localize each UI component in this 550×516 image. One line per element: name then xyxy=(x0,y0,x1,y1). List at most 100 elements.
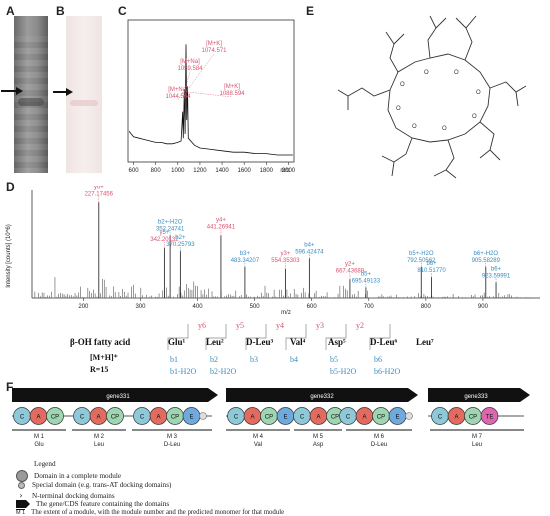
module-name: M 7 xyxy=(472,434,483,440)
panel-label-e: E xyxy=(306,4,315,18)
b-ion-label: b6+ xyxy=(491,266,502,272)
domain-label: C xyxy=(346,415,351,421)
maldi-tick-label: 2000 xyxy=(282,168,296,174)
msms-tick-label: 400 xyxy=(193,304,204,310)
module-name: M 6 xyxy=(374,434,385,440)
y-ion-label: y5+ xyxy=(160,230,170,236)
b-ion-value: 352.24741 xyxy=(156,227,185,233)
legend-item-3: › N-terminal docking domains xyxy=(16,491,115,500)
legend-title: Legend xyxy=(16,460,56,468)
residue-fatty-acid: β-OH fatty acid xyxy=(70,337,130,347)
b-ion-value: 792.50562 xyxy=(407,258,436,264)
b-ion-label: b3+ xyxy=(240,251,251,257)
domain-cp xyxy=(46,407,64,425)
legend-text-4: The gene/CDS feature containing the doma… xyxy=(36,500,170,508)
b-label-3: b3 xyxy=(250,355,258,364)
legend-text-1: Domain in a complete module xyxy=(34,472,122,480)
y-label-3: y4 xyxy=(276,321,284,330)
b-label-5: b5 xyxy=(330,355,338,364)
peak-label-3: [M+Na] xyxy=(168,87,188,93)
msms-tick-label: 700 xyxy=(364,304,375,310)
y-ion-label: y2+ xyxy=(345,261,355,267)
y-ion-label: y6+ xyxy=(94,186,104,190)
peak-value-2: 1059.584 xyxy=(177,66,203,72)
b-label-4: b4 xyxy=(290,355,298,364)
msms-y-label: Intensity [counts] (10^6) xyxy=(6,224,12,288)
residue-7: Leu⁷ xyxy=(416,337,434,347)
module-name: M 4 xyxy=(253,434,264,440)
panel-label-b: B xyxy=(56,4,65,18)
b-ion-value: 810.51770 xyxy=(417,268,446,274)
legend-text-5: The extent of a module, with the module … xyxy=(31,509,285,516)
module-name: M 5 xyxy=(313,434,324,440)
domain-label: CP xyxy=(331,415,339,421)
domain-label: CP xyxy=(51,415,59,421)
maldi-tick-label: 1000 xyxy=(171,168,185,174)
residue-4: Val⁴ xyxy=(290,337,306,347)
maldi-tick-label: 1200 xyxy=(193,168,207,174)
legend-item-2: Special domain (e.g. trans-AT docking do… xyxy=(16,481,171,489)
domain-label: E xyxy=(395,415,399,421)
domain-label: A xyxy=(454,415,458,421)
gene-name-333: gene333 xyxy=(464,394,488,400)
legend-item-4: The gene/CDS feature containing the doma… xyxy=(16,500,169,508)
msms-noise-peaks xyxy=(34,277,534,298)
panel-label-f: F xyxy=(6,380,14,394)
maldi-tick-label: 1600 xyxy=(238,168,252,174)
b-ion-label: b2+ xyxy=(175,235,186,241)
module-monomer: Asp xyxy=(313,442,324,448)
module-monomer: Val xyxy=(254,442,262,448)
gel-band-a xyxy=(18,98,44,106)
y-ion-label: y3+ xyxy=(281,251,291,257)
structure-bonds xyxy=(337,15,527,179)
svg-text:O: O xyxy=(412,124,417,130)
svg-text:O: O xyxy=(396,106,401,112)
maldi-x-unit: m/z xyxy=(280,168,290,174)
module-monomer: Leu xyxy=(94,442,104,448)
peak-label-4: [M+K] xyxy=(224,84,240,90)
domain-label: A xyxy=(36,415,40,421)
tlc-spot-b xyxy=(70,100,98,106)
legend-text-3: N-terminal docking domains xyxy=(32,491,115,500)
legend-title-text: Legend xyxy=(34,460,56,468)
b-ion-label: b5+ xyxy=(361,272,372,278)
b-water-label-2: b2-H2O xyxy=(210,367,236,376)
residue-5: Asp⁵ xyxy=(328,337,346,347)
domain-label: CP xyxy=(171,415,179,421)
legend-gene-icon xyxy=(16,500,30,508)
domain-label: E xyxy=(283,415,287,421)
peak-leader xyxy=(184,71,191,93)
maldi-tick-label: 800 xyxy=(151,168,162,174)
domain-te xyxy=(480,407,499,425)
b-label-6: b6 xyxy=(374,355,382,364)
r-label: R=15 xyxy=(90,365,108,374)
module-name: M 1 xyxy=(34,434,45,440)
msms-spectrum: Intensity [counts] (10^6) y6+227.17456 y5… xyxy=(6,186,540,316)
legend-text-2: Special domain (e.g. trans-AT docking do… xyxy=(32,481,172,489)
panel-label-c: C xyxy=(118,4,127,18)
msms-tick-label: 200 xyxy=(78,304,89,310)
domain-cp xyxy=(106,407,124,425)
residue-6: D-Leu⁶ xyxy=(370,337,397,347)
msms-tick-label: 800 xyxy=(421,304,432,310)
maldi-frame xyxy=(127,19,295,163)
y-label-4: y3 xyxy=(316,321,324,330)
domain-label: A xyxy=(250,415,254,421)
b-label-1: b1 xyxy=(170,355,178,364)
domain-label: C xyxy=(234,415,239,421)
b-ion-label: b5+-H2O xyxy=(409,251,434,257)
b-ion-label: b2+-H2O xyxy=(158,220,183,226)
peak-leader xyxy=(185,53,215,93)
sequence-diagram: β-OH fatty acid Glu¹ Leu² D-Leu³ Val⁴ As… xyxy=(70,321,434,376)
peak-label-1: [M+K] xyxy=(206,41,222,47)
svg-text:O: O xyxy=(454,70,459,76)
gene-name-332: gene332 xyxy=(310,394,334,400)
msms-tick-label: 600 xyxy=(307,304,318,310)
gel-lane-a xyxy=(14,16,48,173)
msms-tick-label: 300 xyxy=(135,304,146,310)
maldi-tick-label: 1400 xyxy=(215,168,229,174)
module-monomer: Leu xyxy=(472,442,482,448)
b-water-label-4: b6-H2O xyxy=(374,367,400,376)
maldi-tick-label: 1800 xyxy=(260,168,274,174)
maldi-spectrum: 600 800 1000 1200 1400 1600 1800 2000 m/z [M+K]… xyxy=(127,19,296,174)
